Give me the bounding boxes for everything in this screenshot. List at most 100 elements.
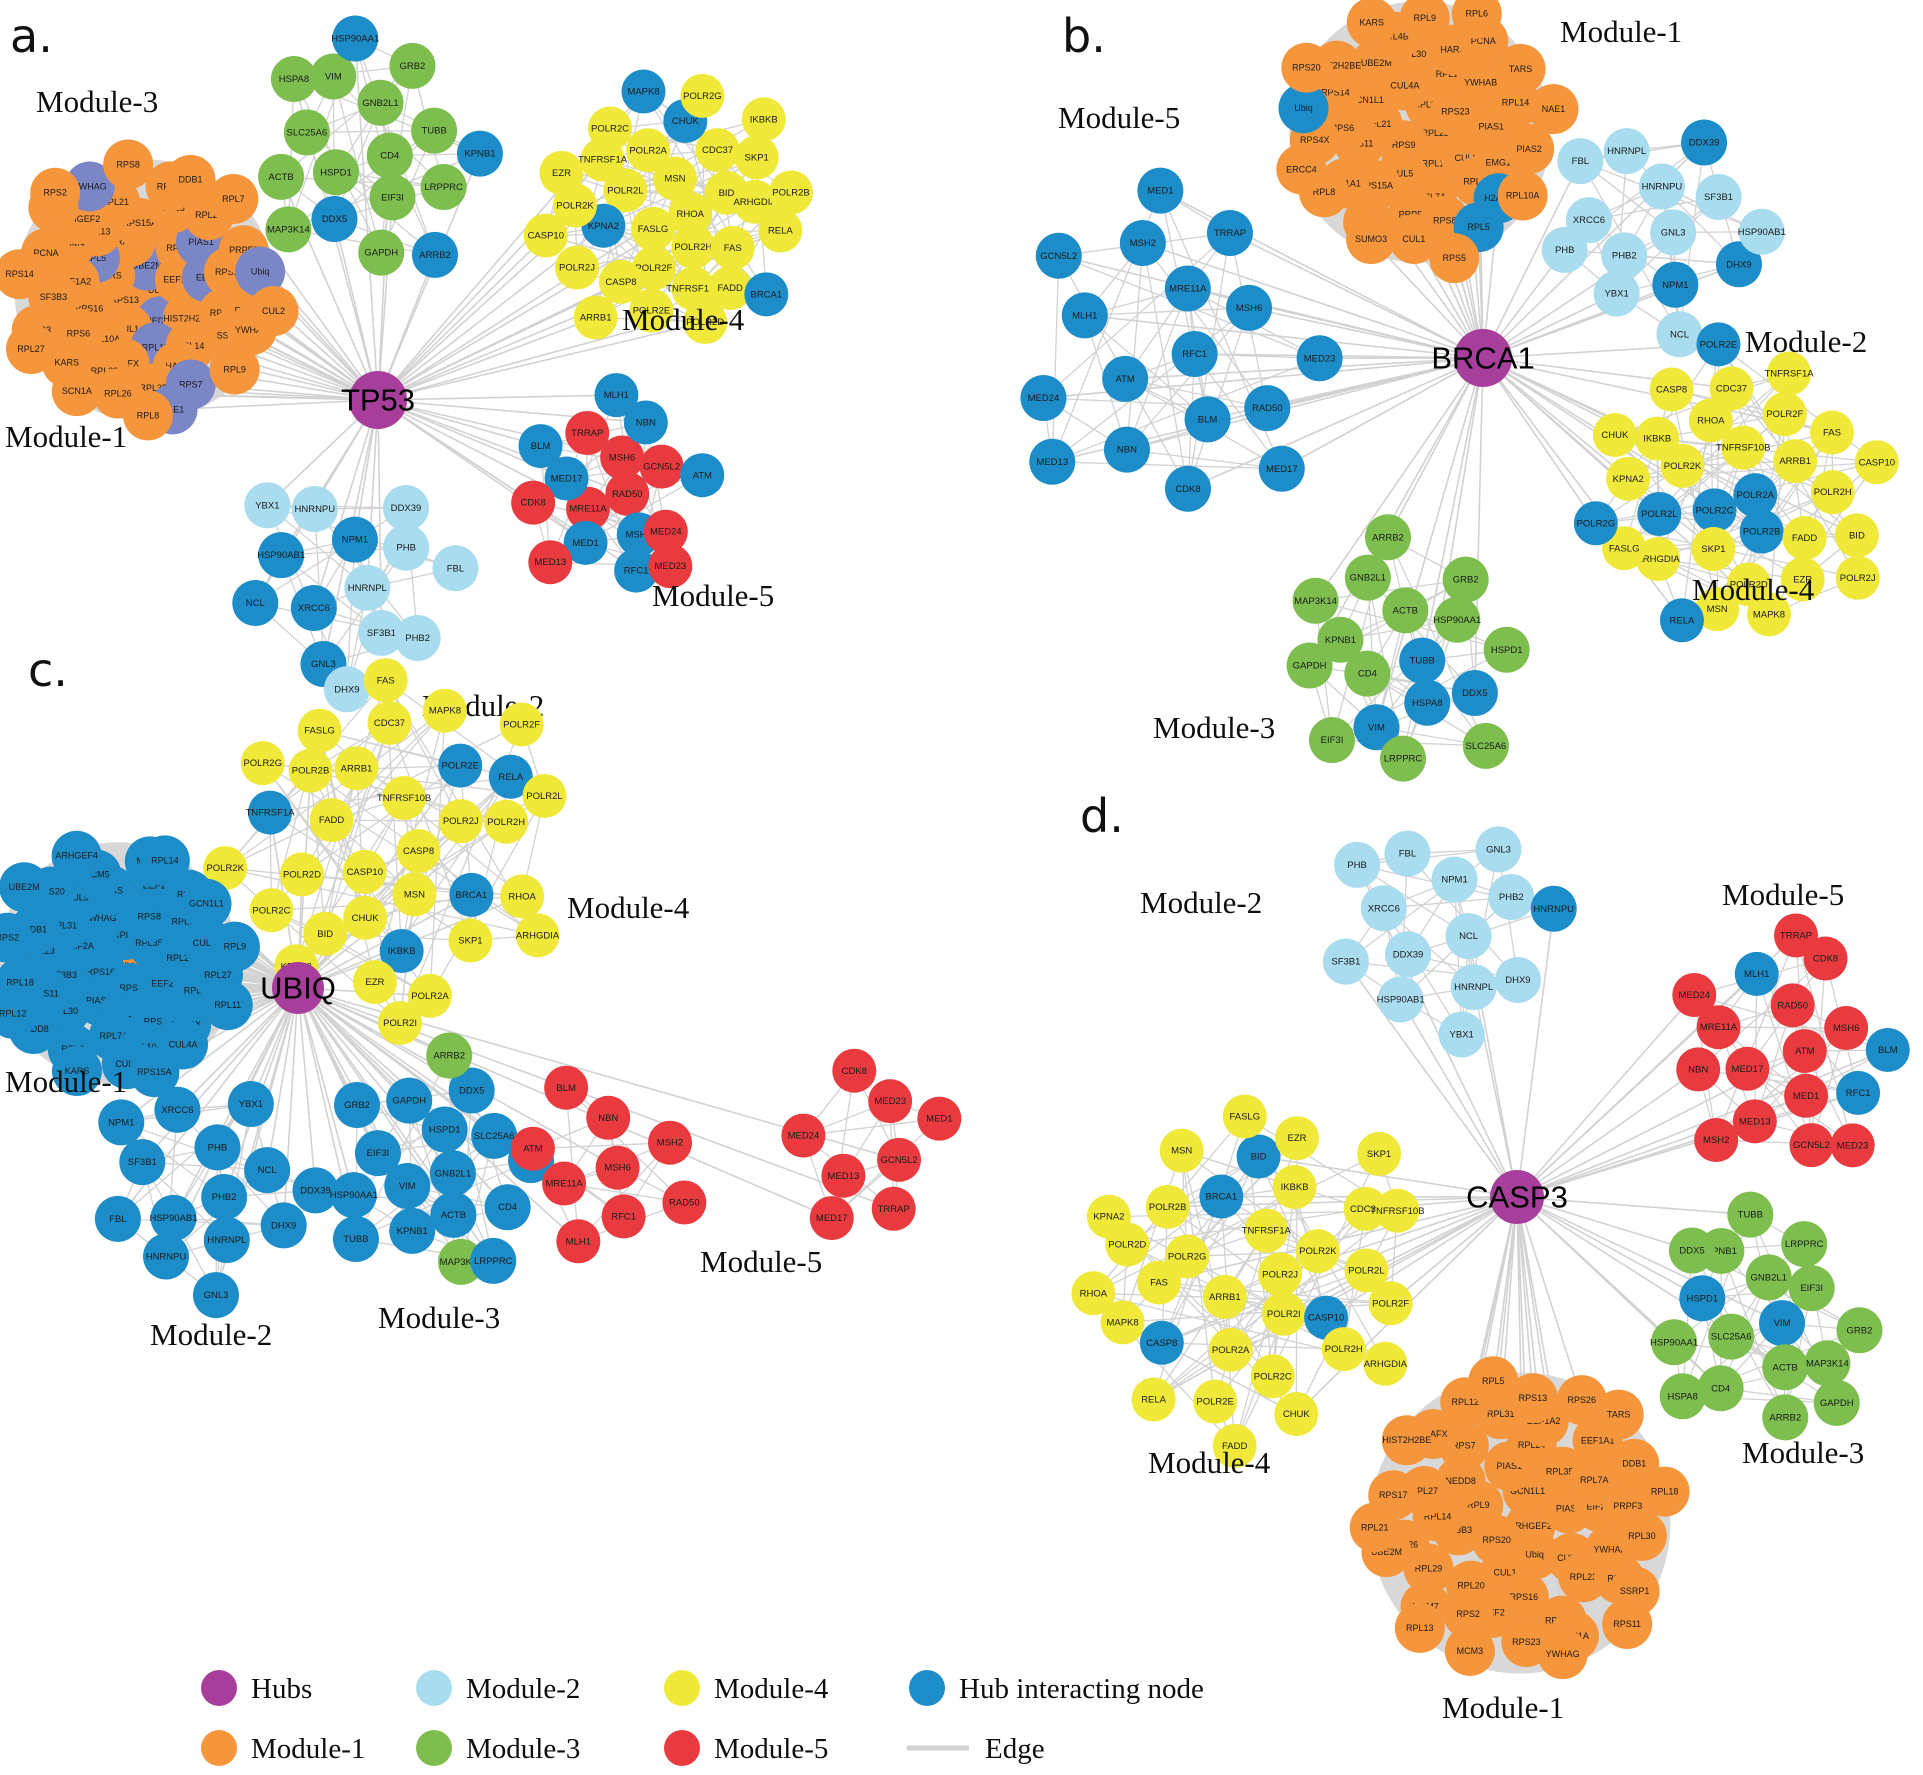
node-circle <box>1636 537 1681 582</box>
node-circle <box>1727 1191 1774 1238</box>
node-rfc1: RFC1 <box>1171 330 1218 377</box>
node-label: RPL31 <box>50 921 78 931</box>
node-ybx1: YBX1 <box>1593 270 1640 317</box>
hub-label: TP53 <box>341 383 415 418</box>
hub-brca1: BRCA1 <box>1431 329 1535 387</box>
node-rela: RELA <box>488 754 533 799</box>
node-msh6: MSH6 <box>595 1145 640 1190</box>
hub-edge <box>1516 1196 1751 1216</box>
node-nae1: NAE1 <box>1528 84 1579 135</box>
node-polr2j: POLR2J <box>438 799 483 844</box>
edge <box>565 1087 685 1203</box>
legend-label: Hub interacting node <box>959 1673 1204 1705</box>
node-circle <box>1272 1164 1317 1209</box>
node-label: PHB2 <box>1612 250 1637 261</box>
node-mapk8: MAPK8 <box>422 688 467 733</box>
node-circle <box>1602 1599 1653 1650</box>
node-label: BLM <box>1198 414 1218 425</box>
node-ybx1: YBX1 <box>244 482 291 529</box>
hub-label: BRCA1 <box>1431 341 1534 376</box>
node-label: POLR2D <box>1108 1240 1146 1251</box>
node-label: ARRB2 <box>433 1051 465 1062</box>
node-circle <box>1275 1116 1320 1161</box>
node-lrpprc: LRPPRC <box>1781 1221 1828 1268</box>
node-label: RPS4X <box>1300 135 1330 145</box>
node-label: CUL4B <box>1380 32 1409 42</box>
node-label: HSP90AA1 <box>330 1190 378 1201</box>
edge <box>1671 388 1833 434</box>
node-label: GAPDH <box>1293 661 1327 672</box>
node-ncl: NCL <box>232 580 279 627</box>
node-kpna2: KPNA2 <box>1086 1194 1131 1239</box>
node-fas: FAS <box>710 225 755 270</box>
node-label: RPS8 <box>116 159 140 169</box>
node-label: DDB1 <box>1622 1459 1646 1469</box>
node-vim: VIM <box>310 53 357 100</box>
node-polr2j: POLR2J <box>1835 555 1880 600</box>
node-label: RPS23 <box>1441 106 1470 116</box>
hub-edge <box>377 321 706 401</box>
node-circle <box>544 456 589 501</box>
node-label: POLR2L <box>1348 1265 1384 1276</box>
node-circle <box>343 895 388 940</box>
node-label: DDX5 <box>459 1085 484 1096</box>
node-circle <box>1739 509 1784 554</box>
node-gapdh: GAPDH <box>386 1077 433 1124</box>
node-label: POLR2L <box>1641 509 1677 520</box>
node-circle <box>1676 1047 1721 1092</box>
legend-swatch <box>201 1730 237 1766</box>
node-bid: BID <box>303 911 348 956</box>
node-circle <box>389 1207 436 1254</box>
node-med23: MED23 <box>1830 1123 1875 1168</box>
node-polr2f: POLR2F <box>631 246 676 291</box>
node-label: POLR2L <box>607 185 643 196</box>
node-circle <box>1442 556 1489 603</box>
node-fadd: FADD <box>309 798 354 843</box>
node-label: ARHGDIA <box>733 197 777 208</box>
node-med23: MED23 <box>868 1079 913 1124</box>
node-circle <box>1212 1423 1257 1468</box>
node-label: EIF3I <box>381 192 404 203</box>
node-label: NAE1 <box>161 404 185 414</box>
node-label: DDX5 <box>322 214 347 225</box>
node-label: MED24 <box>1028 393 1060 404</box>
edge <box>1142 242 1268 409</box>
node-vim: VIM <box>1759 1300 1806 1347</box>
node-label: PRPF3 <box>229 245 258 255</box>
module-module-1: CUL4BRPS13UBE2MNEDD8TARSEEF1A1CUL1RPS4XH… <box>0 139 299 441</box>
node-label: RPL27 <box>17 344 45 354</box>
hub-edge <box>1516 908 1555 1198</box>
node-bid: BID <box>1236 1134 1281 1179</box>
edge <box>1084 307 1250 316</box>
node-circle <box>1353 704 1400 751</box>
node-label: RPS11 <box>1613 1619 1641 1629</box>
edge <box>332 76 445 188</box>
node-lrpprc: LRPPRC <box>470 1237 517 1284</box>
hub-edge <box>377 316 596 401</box>
node-label: YBX1 <box>255 500 279 511</box>
node-label: RPS9 <box>1392 140 1416 150</box>
node-circle <box>1222 1094 1267 1139</box>
node-circle <box>209 344 260 395</box>
node-faslg: FASLG <box>1222 1094 1267 1139</box>
node-label: NBN <box>1688 1064 1708 1075</box>
node-circle <box>1199 1174 1244 1219</box>
edge <box>1121 1150 1183 1323</box>
node-circle <box>680 453 725 498</box>
node-gcn1l1: GCN1L1 <box>181 878 232 929</box>
node-gnb2l1: GNB2L1 <box>429 1150 476 1197</box>
node-label: MAP3K14 <box>1806 1358 1849 1369</box>
node-label: DDX39 <box>1393 949 1424 960</box>
hub-edge <box>1516 994 1695 1198</box>
node-label: RPL7 <box>113 930 136 940</box>
node-label: DDX39 <box>391 503 422 514</box>
node-cdk8: CDK8 <box>832 1048 877 1093</box>
node-label: PCNA <box>33 248 58 258</box>
edge <box>225 867 538 936</box>
node-polr2i: POLR2I <box>378 1000 423 1045</box>
node-rps8: RPS8 <box>103 139 154 190</box>
node-hsp90ab1: HSP90AB1 <box>257 532 305 579</box>
node-hspd1: HSPD1 <box>1679 1275 1726 1322</box>
node-circle <box>384 1163 431 1210</box>
node-circle <box>297 708 342 753</box>
